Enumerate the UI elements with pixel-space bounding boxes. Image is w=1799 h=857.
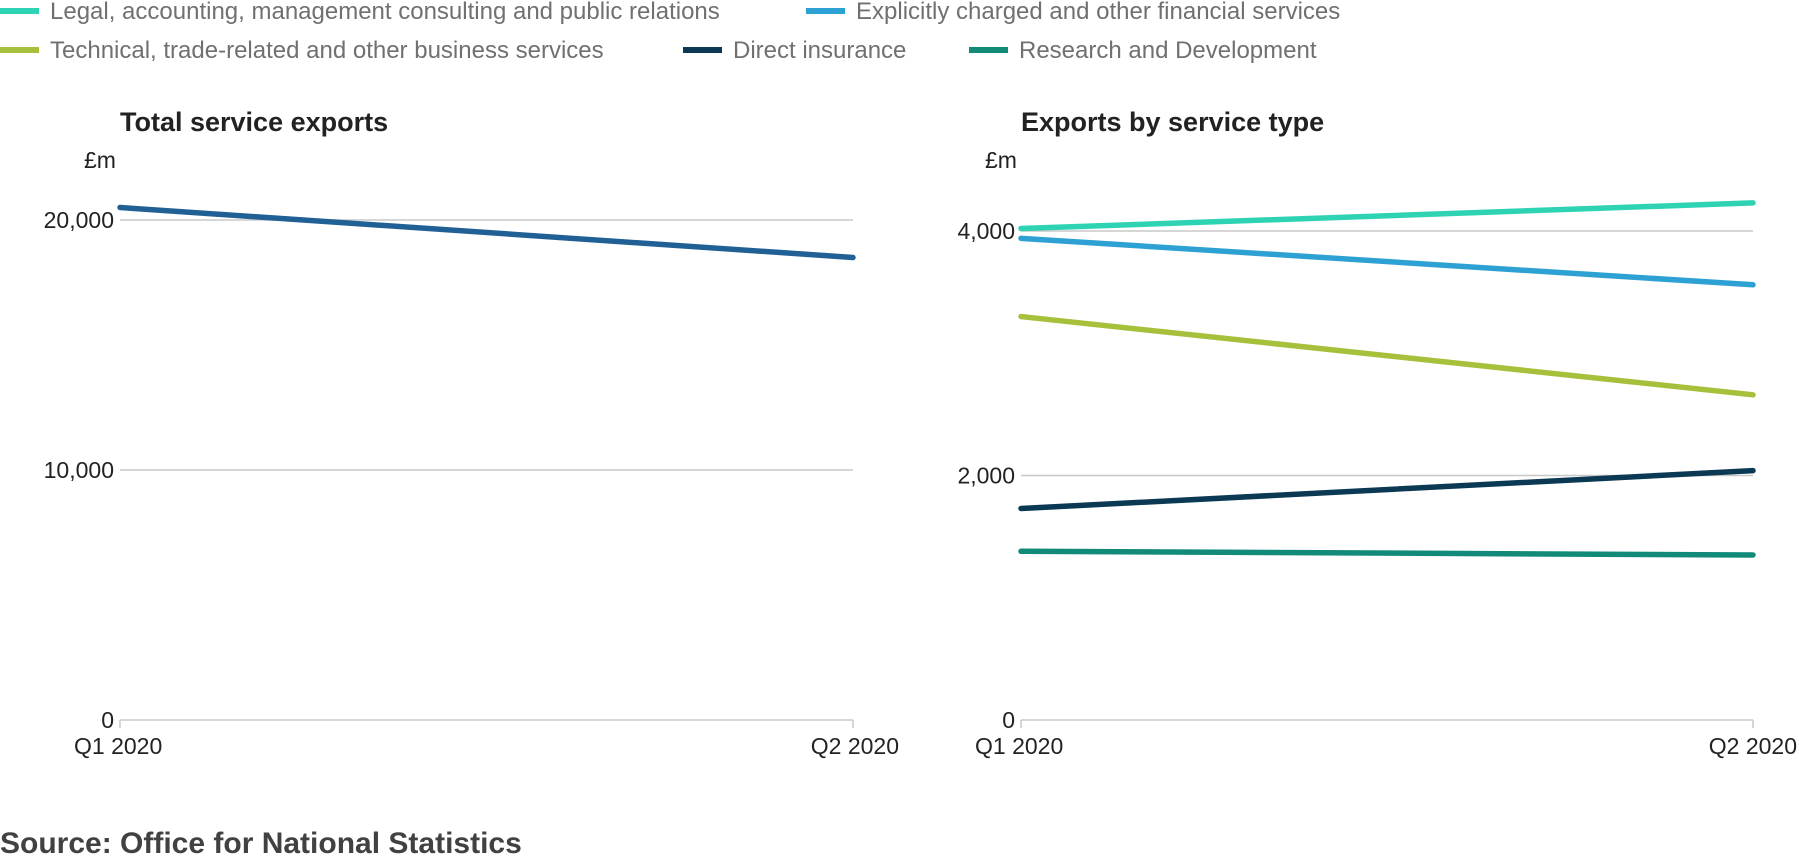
x-tick-label: Q1 2020 (975, 733, 1063, 759)
x-tick-label: Q1 2020 (74, 733, 162, 759)
series-line-direct-insurance (1018, 467, 1756, 512)
series-line-legal-accounting-management-consulting-and-public-relations (1018, 200, 1756, 232)
y-tick-label: 4,000 (957, 218, 1015, 244)
series-line-explicitly-charged-and-other-financial-services (1018, 235, 1756, 288)
panel-exports-by-service-type: Exports by service type£m 0 2,000 4,000 Q1 2… (957, 107, 1797, 759)
legend-label-explicitly-charged-and-other-financial-services: Explicitly charged and other financial s… (856, 0, 1340, 25)
y-tick-label: 2,000 (957, 463, 1015, 489)
x-tick-label: Q2 2020 (1709, 733, 1797, 759)
legend-label-direct-insurance: Direct insurance (733, 37, 906, 64)
series-line-total (117, 204, 856, 261)
legend: Legal, accounting, management consulting… (0, 0, 1340, 64)
y-tick-label: 20,000 (44, 207, 114, 233)
y-tick-label: 0 (1002, 707, 1015, 733)
y-axis-unit: £m (84, 147, 116, 173)
y-tick-label: 10,000 (44, 457, 114, 483)
y-tick-label: 0 (101, 707, 114, 733)
legend-label-technical-trade-related-and-other-business-services: Technical, trade-related and other busin… (50, 37, 604, 64)
chart-title: Total service exports (120, 107, 388, 137)
y-axis-unit: £m (985, 147, 1017, 173)
panel-total-service-exports: Total service exports£m 0 10,000 20,000 Q1 2… (44, 107, 899, 759)
chart-title: Exports by service type (1021, 107, 1324, 137)
series-line-technical-trade-related-and-other-business-services (1018, 313, 1756, 398)
series-line-research-and-development (1018, 548, 1756, 558)
x-tick-label: Q2 2020 (811, 733, 899, 759)
legend-label-research-and-development: Research and Development (1019, 37, 1317, 64)
legend-label-legal-accounting-management-consulting-and-public-relations: Legal, accounting, management consulting… (50, 0, 720, 25)
source-note: Source: Office for National Statistics (0, 827, 522, 857)
